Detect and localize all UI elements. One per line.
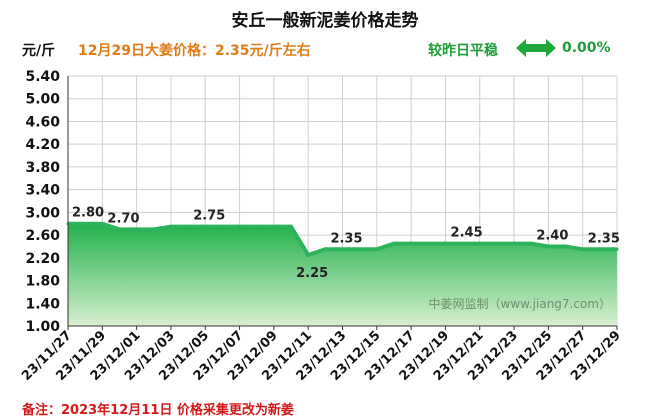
data-label: 2.40	[536, 228, 568, 243]
data-point	[117, 227, 121, 231]
data-point	[289, 225, 293, 229]
price-area	[68, 223, 617, 326]
data-point	[615, 247, 619, 251]
data-point	[409, 242, 413, 246]
data-point	[546, 244, 550, 248]
data-point	[581, 247, 585, 251]
data-point	[495, 242, 499, 246]
data-point	[461, 242, 465, 246]
y-tick-label: 1.00	[25, 319, 60, 335]
double-arrow-icon	[516, 39, 556, 57]
change-label: 较昨日平稳	[428, 43, 498, 59]
y-axis-unit: 元/斤	[22, 43, 56, 59]
y-tick-label: 3.80	[25, 160, 60, 176]
chart-title: 安丘一般新泥姜价格走势	[231, 11, 419, 31]
data-point	[220, 225, 224, 229]
data-point	[306, 253, 310, 257]
data-point	[255, 225, 259, 229]
y-tick-label: 1.80	[25, 274, 60, 290]
y-tick-label: 5.00	[25, 92, 60, 108]
data-point	[443, 242, 447, 246]
data-point	[341, 247, 344, 251]
y-tick-label: 5.40	[25, 69, 60, 85]
data-label: 2.35	[330, 231, 362, 246]
data-point	[238, 225, 242, 229]
y-tick-label: 1.40	[25, 296, 60, 312]
data-point	[135, 227, 139, 231]
y-tick-label: 3.00	[25, 205, 60, 221]
data-label: 2.45	[451, 226, 483, 241]
data-point	[100, 222, 104, 226]
data-point	[529, 242, 533, 246]
data-point	[272, 225, 276, 229]
y-tick-label: 3.40	[25, 183, 60, 199]
y-tick-label: 4.60	[25, 114, 60, 130]
y-tick-label: 2.60	[25, 228, 60, 244]
footnote: 备注：2023年12月11日 价格采集更改为新姜	[22, 403, 294, 418]
watermark: 中姜网监制（www.jiang7.com）	[429, 296, 611, 311]
data-point	[186, 225, 190, 229]
data-point	[169, 225, 173, 229]
change-value: 0.00%	[562, 40, 611, 56]
data-point	[598, 247, 602, 251]
data-point	[323, 247, 327, 251]
data-point	[83, 222, 87, 226]
data-point	[564, 244, 568, 248]
data-point	[512, 242, 516, 246]
data-point	[152, 227, 156, 231]
data-point	[392, 242, 396, 246]
data-point	[426, 242, 430, 246]
data-label: 2.75	[193, 209, 225, 224]
data-label: 2.25	[296, 266, 328, 281]
data-label: 2.35	[588, 231, 620, 246]
data-label: 2.70	[107, 211, 139, 226]
y-tick-label: 2.20	[25, 251, 60, 267]
data-point	[203, 225, 207, 229]
price-note: 12月29日大姜价格：2.35元/斤左右	[78, 43, 311, 59]
data-point	[375, 247, 379, 251]
data-point	[478, 242, 482, 246]
data-label: 2.80	[72, 206, 104, 221]
y-tick-label: 4.20	[25, 137, 60, 153]
data-point	[358, 247, 362, 251]
